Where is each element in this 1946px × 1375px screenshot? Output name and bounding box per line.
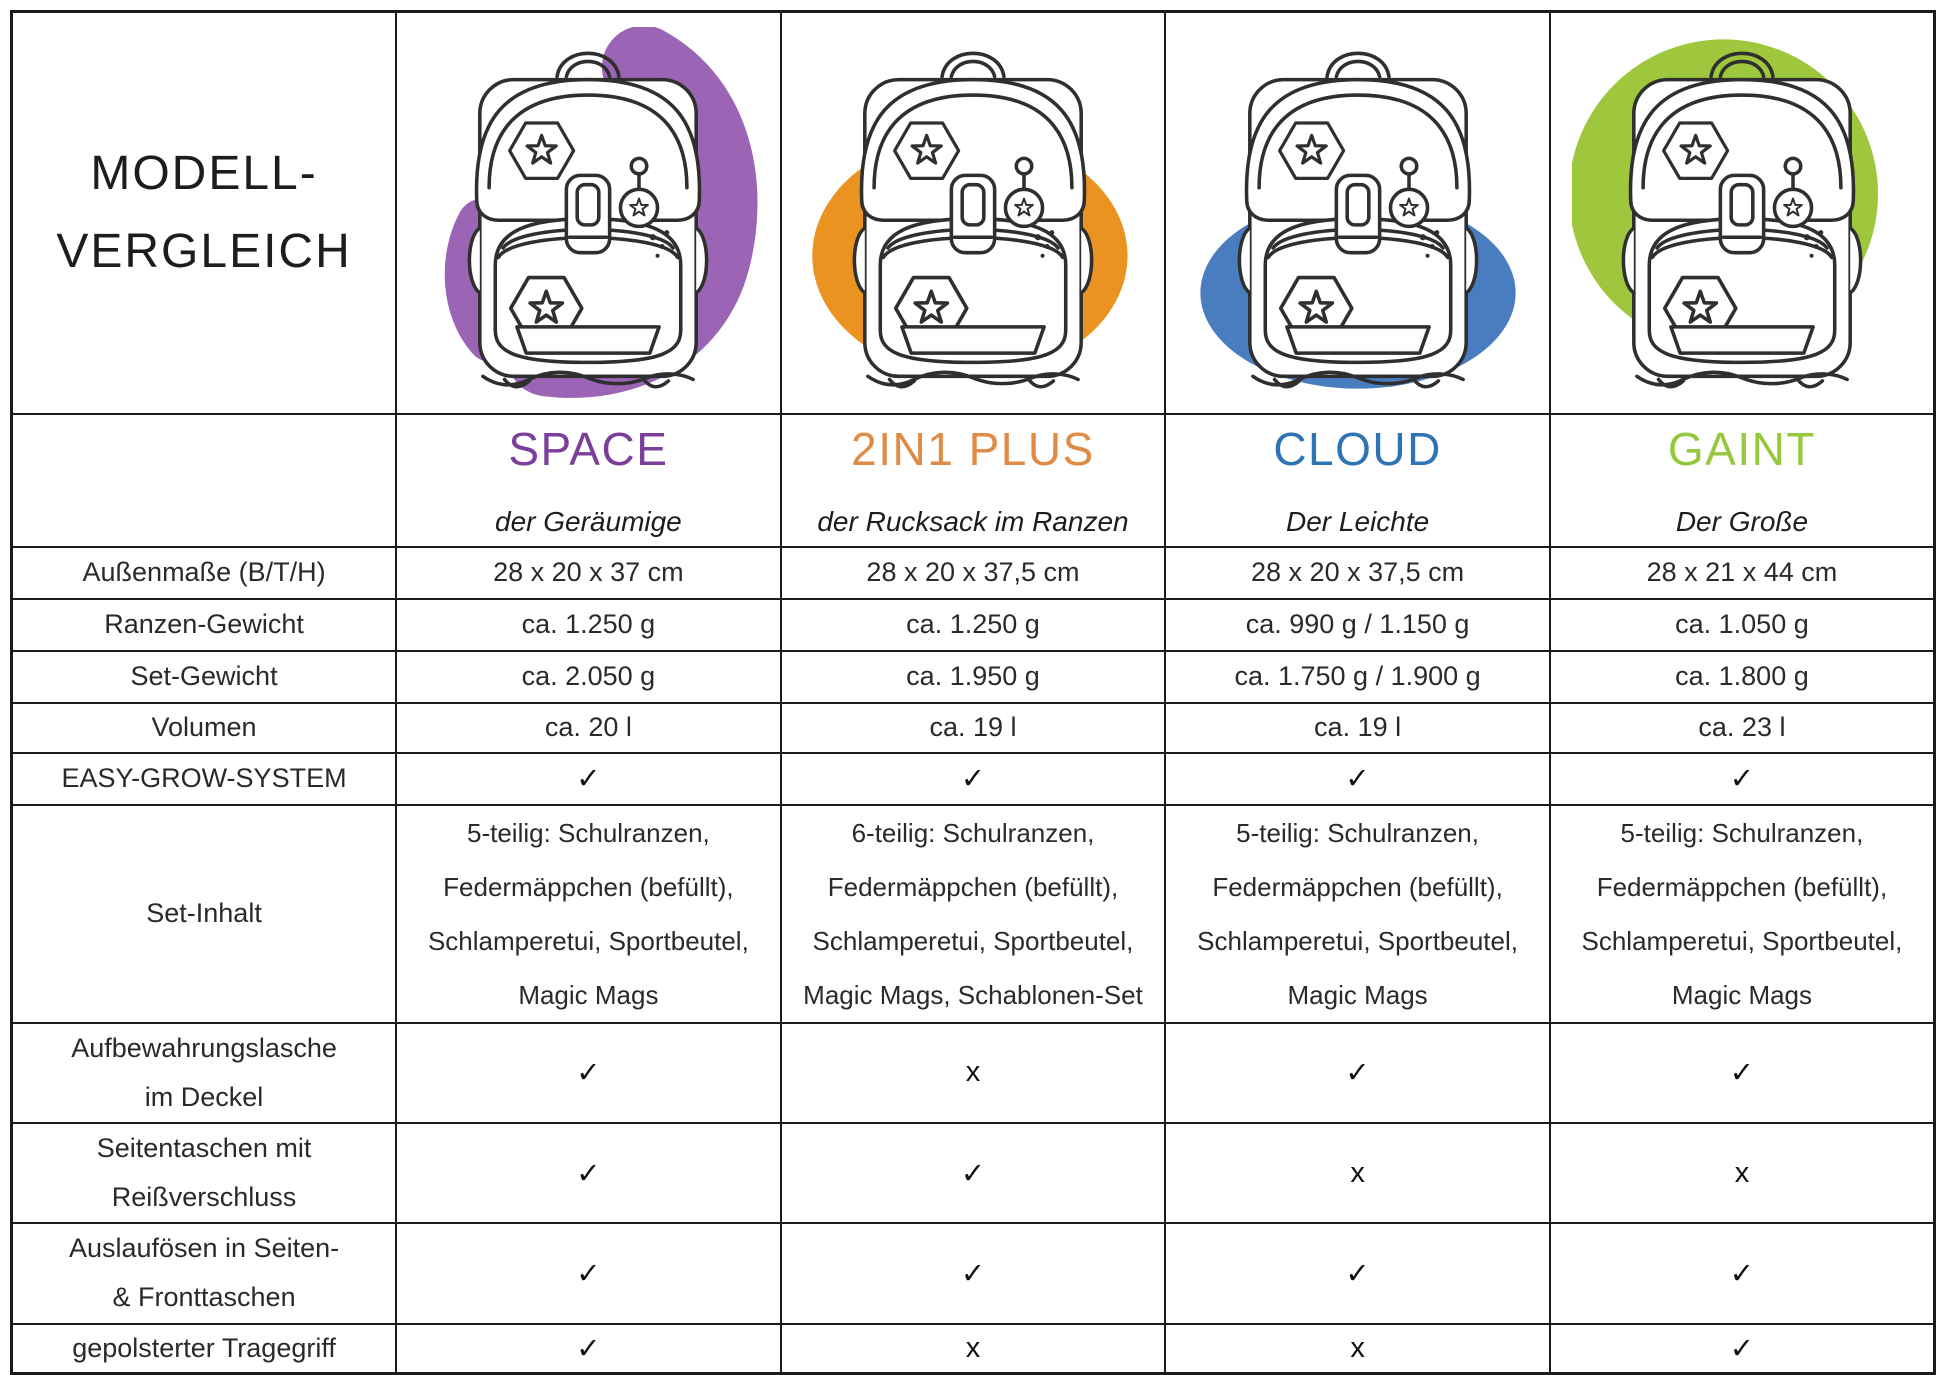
spec-value: ca. 1.250 g: [779, 597, 1167, 652]
illustration-row: MODELL- VERGLEICH: [10, 10, 1936, 415]
check-mark: ✓: [1164, 1222, 1551, 1325]
model-subtitle: Der Leichte: [1285, 506, 1430, 537]
check-mark: ✓: [1164, 751, 1551, 806]
model-subtitle: der Geräumige: [495, 506, 682, 537]
check-mark: ✓: [395, 1322, 782, 1375]
model-name: 2IN1 PLUS: [851, 423, 1095, 475]
model-subtitle: Der Große: [1675, 506, 1809, 537]
spec-value: ca. 2.050 g: [395, 649, 782, 704]
spec-value: ca. 19 l: [779, 701, 1167, 754]
model-image-cell-cloud: [1164, 10, 1551, 415]
spec-value: ca. 1.050 g: [1548, 597, 1936, 652]
cross-mark: x: [1164, 1122, 1551, 1225]
spec-row: Auslaufösen in Seiten- & Fronttaschen ✓ ✓ ✓…: [10, 1222, 1936, 1325]
spec-value: 28 x 20 x 37 cm: [395, 545, 782, 600]
spec-row-label: Außenmaße (B/T/H): [10, 545, 398, 600]
cross-mark: x: [779, 1021, 1167, 1125]
cross-mark: x: [1164, 1322, 1551, 1375]
check-mark: ✓: [395, 1021, 782, 1125]
spec-value: ca. 23 l: [1548, 701, 1936, 754]
check-mark: ✓: [779, 751, 1167, 806]
backpack-illustration-space: [445, 27, 758, 399]
model-name: GAINT: [1667, 423, 1816, 475]
backpack-illustration-cloud: [1199, 27, 1516, 389]
spec-row-label: Set-Gewicht: [10, 649, 398, 704]
check-mark: ✓: [395, 1122, 782, 1225]
check-mark: ✓: [1548, 751, 1936, 806]
spec-row-label: EASY-GROW-SYSTEM: [10, 751, 398, 806]
model-name: CLOUD: [1273, 423, 1442, 475]
check-mark: ✓: [395, 1222, 782, 1325]
check-mark: ✓: [1548, 1021, 1936, 1125]
spec-value: 28 x 21 x 44 cm: [1548, 545, 1936, 600]
cross-mark: x: [779, 1322, 1167, 1375]
model-image-cell-gaint: [1548, 10, 1936, 415]
spec-value: ca. 1.950 g: [779, 649, 1167, 704]
spec-row: Außenmaße (B/T/H) 28 x 20 x 37 cm 28 x 20 …: [10, 545, 1936, 600]
spec-row-label: Auslaufösen in Seiten- & Fronttaschen: [10, 1222, 398, 1325]
spec-row: EASY-GROW-SYSTEM ✓ ✓ ✓ ✓: [10, 751, 1936, 806]
backpack-illustration-gaint: [1571, 39, 1878, 398]
spec-row-label: Set-Inhalt: [10, 803, 398, 1024]
model-name: SPACE: [508, 423, 669, 475]
spec-value: ca. 1.800 g: [1548, 649, 1936, 704]
model-image-cell-space: [395, 10, 782, 415]
cross-mark: x: [1548, 1122, 1936, 1225]
model-comparison-table: MODELL- VERGLEICH: [10, 10, 1936, 1375]
backpack-illustration-2in1plus: [812, 27, 1128, 398]
model-header-space: SPACE der Geräumige: [395, 412, 782, 548]
check-mark: ✓: [779, 1222, 1167, 1325]
model-header-2in1plus: 2IN1 PLUS der Rucksack im Ranzen: [779, 412, 1167, 548]
model-name-row: SPACE der Geräumige 2IN1 PLUS der Rucksa…: [10, 412, 1936, 548]
spec-value: 28 x 20 x 37,5 cm: [779, 545, 1167, 600]
spec-row: Ranzen-Gewicht ca. 1.250 g ca. 1.250 g ca. …: [10, 597, 1936, 652]
model-image-cell-2in1plus: [779, 10, 1167, 415]
spec-row: Aufbewahrungslasche im Deckel ✓ x ✓ ✓: [10, 1021, 1936, 1125]
spec-value: 28 x 20 x 37,5 cm: [1164, 545, 1551, 600]
spec-row-label: Volumen: [10, 701, 398, 754]
check-mark: ✓: [1548, 1322, 1936, 1375]
table-title-cell: MODELL- VERGLEICH: [10, 10, 398, 415]
spec-row-label: Aufbewahrungslasche im Deckel: [10, 1021, 398, 1125]
spec-row-label: Ranzen-Gewicht: [10, 597, 398, 652]
spec-row: gepolsterter Tragegriff ✓ x x ✓: [10, 1322, 1936, 1375]
spec-value: ca. 20 l: [395, 701, 782, 754]
model-subtitle: der Rucksack im Ranzen: [817, 506, 1129, 537]
spec-value: 5-teilig: Schulranzen, Federmäppchen (be…: [395, 803, 782, 1024]
check-mark: ✓: [1164, 1021, 1551, 1125]
spec-row-label: Seitentaschen mit Reißverschluss: [10, 1122, 398, 1225]
spec-value: 6-teilig: Schulranzen, Federmäppchen (be…: [779, 803, 1167, 1024]
spec-value: ca. 1.750 g / 1.900 g: [1164, 649, 1551, 704]
page-title: MODELL- VERGLEICH: [56, 147, 352, 278]
spec-row: Set-Gewicht ca. 2.050 g ca. 1.950 g ca. 1.7…: [10, 649, 1936, 704]
spec-row: Seitentaschen mit Reißverschluss ✓ ✓ x x: [10, 1122, 1936, 1225]
spec-value: ca. 1.250 g: [395, 597, 782, 652]
spec-value: ca. 990 g / 1.150 g: [1164, 597, 1551, 652]
empty-cell: [10, 412, 398, 548]
spec-row: Set-Inhalt 5-teilig: Schulranzen, Federmä…: [10, 803, 1936, 1024]
model-header-cloud: CLOUD Der Leichte: [1164, 412, 1551, 548]
spec-row-label: gepolsterter Tragegriff: [10, 1322, 398, 1375]
spec-value: ca. 19 l: [1164, 701, 1551, 754]
check-mark: ✓: [1548, 1222, 1936, 1325]
spec-row: Volumen ca. 20 l ca. 19 l ca. 19 l ca. 23 l: [10, 701, 1936, 754]
model-header-gaint: GAINT Der Große: [1548, 412, 1936, 548]
check-mark: ✓: [395, 751, 782, 806]
spec-value: 5-teilig: Schulranzen, Federmäppchen (be…: [1164, 803, 1551, 1024]
check-mark: ✓: [779, 1122, 1167, 1225]
spec-value: 5-teilig: Schulranzen, Federmäppchen (be…: [1548, 803, 1936, 1024]
